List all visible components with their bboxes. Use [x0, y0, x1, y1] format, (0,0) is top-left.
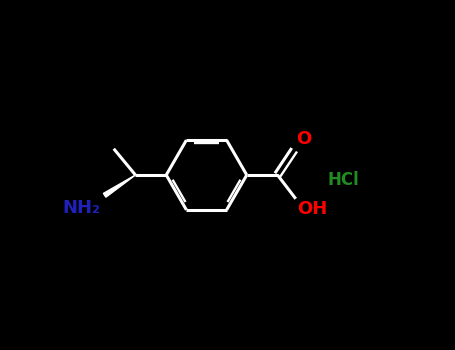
Text: HCl: HCl — [328, 170, 360, 189]
Text: NH₂: NH₂ — [63, 199, 101, 217]
Polygon shape — [103, 175, 136, 197]
Text: OH: OH — [298, 200, 328, 218]
Text: O: O — [296, 131, 311, 148]
